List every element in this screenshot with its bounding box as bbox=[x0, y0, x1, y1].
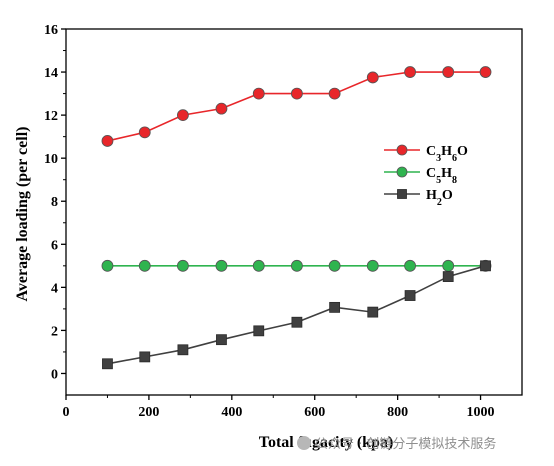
plot-border bbox=[65, 28, 523, 396]
data-point bbox=[328, 259, 341, 272]
y-tick-label: 6 bbox=[51, 238, 58, 253]
x-tick-label: 0 bbox=[63, 405, 70, 420]
data-point bbox=[442, 259, 455, 272]
x-axis-title: Total fugacity (kpa) bbox=[259, 434, 394, 451]
data-point bbox=[366, 259, 379, 272]
legend-marker bbox=[397, 189, 407, 199]
legend-label: C5H8 bbox=[426, 166, 457, 186]
y-tick-label: 8 bbox=[51, 195, 58, 210]
legend-item: C3H6O bbox=[384, 144, 468, 164]
y-tick-label: 4 bbox=[51, 281, 58, 296]
series-1 bbox=[101, 259, 492, 272]
series-0 bbox=[101, 66, 492, 147]
data-point bbox=[102, 358, 113, 370]
data-point bbox=[177, 259, 189, 272]
data-point bbox=[177, 344, 189, 356]
legend-item: H2O bbox=[384, 188, 453, 208]
data-point bbox=[479, 66, 492, 78]
data-point bbox=[329, 301, 341, 313]
x-tick-label: 800 bbox=[387, 405, 408, 420]
series-2 bbox=[102, 260, 491, 370]
data-point bbox=[291, 316, 303, 328]
data-point bbox=[366, 71, 379, 84]
series-line bbox=[107, 265, 486, 365]
x-tick-label: 400 bbox=[221, 405, 242, 420]
data-point bbox=[291, 87, 303, 100]
data-point bbox=[442, 66, 455, 78]
y-axis: 0 2 4 6 8 10 12 14 16 bbox=[44, 23, 66, 382]
data-point bbox=[480, 260, 491, 272]
y-axis-title: Average loading (per cell) bbox=[14, 127, 31, 302]
x-tick-label: 1000 bbox=[467, 405, 495, 420]
y-tick-label: 10 bbox=[44, 152, 58, 167]
legend-item: C5H8 bbox=[384, 166, 457, 186]
watermark-text: 公众号 · 创链分子模拟技术服务 bbox=[315, 437, 497, 452]
series-line bbox=[107, 71, 486, 142]
data-point bbox=[215, 102, 228, 115]
data-point bbox=[404, 66, 416, 78]
data-point bbox=[367, 306, 379, 318]
data-point bbox=[177, 109, 189, 122]
plot-frame bbox=[65, 28, 523, 396]
data-point bbox=[291, 259, 303, 272]
data-point bbox=[404, 259, 416, 272]
series-layer bbox=[101, 66, 492, 370]
data-point bbox=[101, 259, 114, 272]
data-point bbox=[328, 87, 341, 100]
y-tick-label: 16 bbox=[44, 23, 58, 38]
legend-marker bbox=[396, 144, 408, 156]
y-tick-label: 2 bbox=[51, 324, 58, 339]
legend-marker bbox=[396, 166, 408, 178]
data-point bbox=[138, 259, 151, 272]
x-axis: 0 200 400 600 800 1000 bbox=[63, 395, 495, 420]
y-tick-label: 12 bbox=[44, 109, 58, 124]
y-tick-label: 0 bbox=[51, 367, 58, 382]
wechat-icon bbox=[297, 436, 311, 450]
data-point bbox=[139, 351, 151, 363]
legend-label: C3H6O bbox=[426, 144, 468, 164]
data-point bbox=[442, 271, 454, 282]
data-point bbox=[138, 126, 151, 139]
data-point bbox=[252, 259, 265, 272]
x-tick-label: 200 bbox=[138, 405, 159, 420]
x-tick-label: 600 bbox=[304, 405, 325, 420]
legend-label: H2O bbox=[426, 188, 453, 208]
data-point bbox=[253, 325, 265, 337]
data-point bbox=[216, 334, 227, 346]
data-point bbox=[101, 135, 114, 147]
watermark: 公众号 · 创链分子模拟技术服务 bbox=[297, 433, 496, 452]
y-tick-label: 14 bbox=[44, 66, 58, 81]
data-point bbox=[252, 87, 265, 100]
data-point bbox=[215, 259, 228, 272]
data-point bbox=[404, 290, 416, 301]
